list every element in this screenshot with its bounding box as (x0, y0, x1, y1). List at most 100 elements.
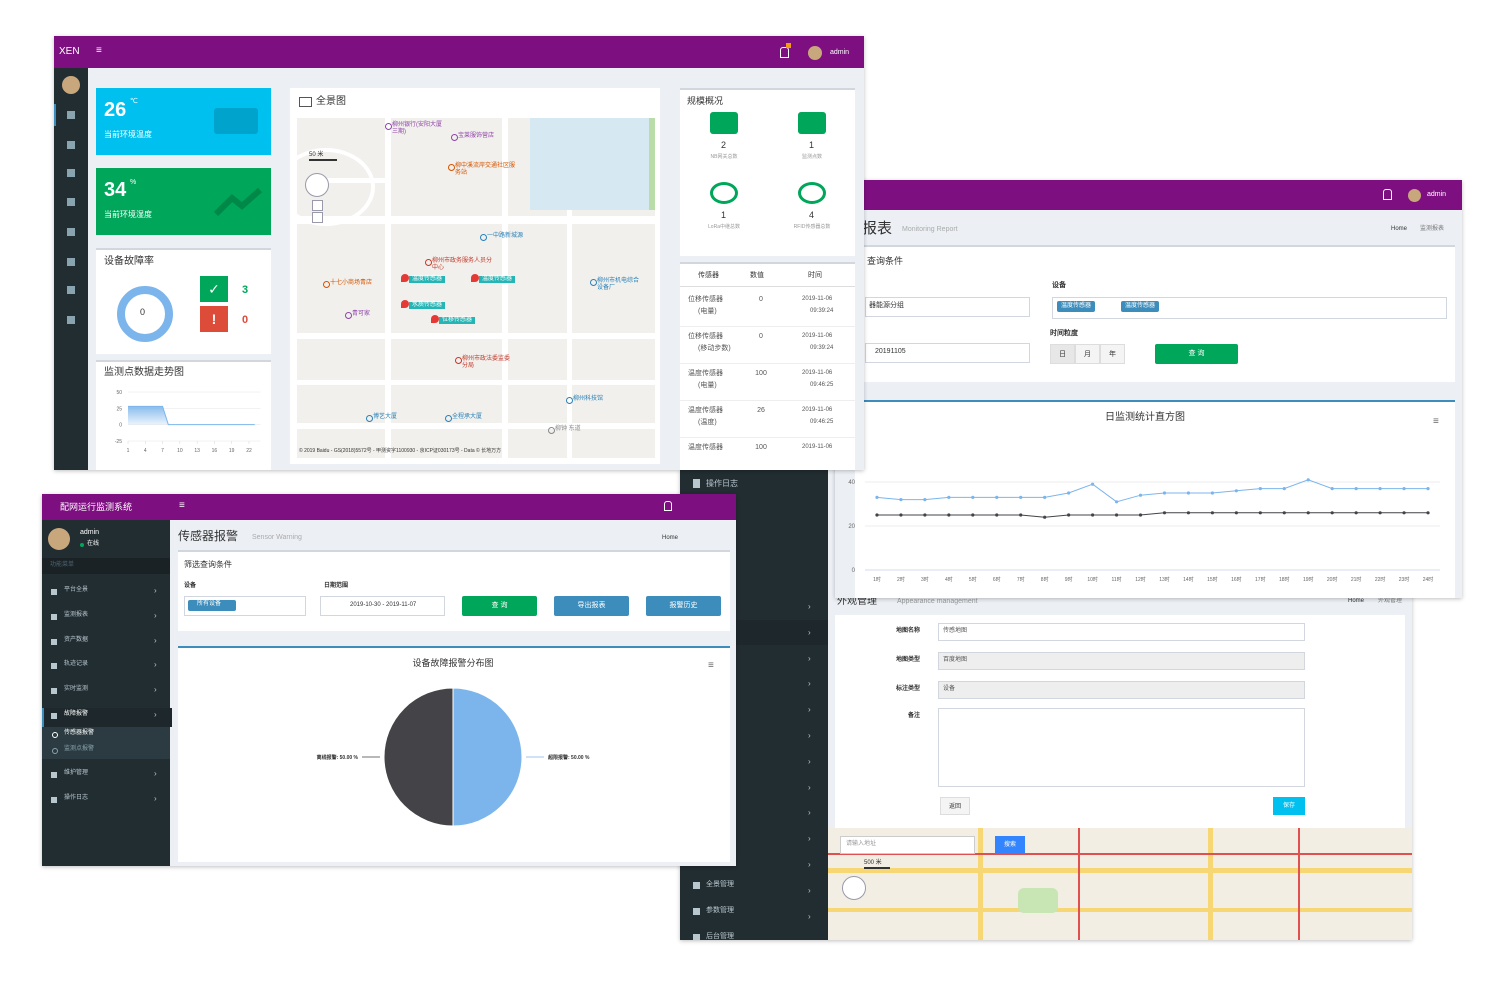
menu-item[interactable]: 全景管理 (706, 881, 734, 888)
sensor-pin[interactable] (431, 315, 439, 323)
granularity-button[interactable]: 日 (1050, 344, 1075, 364)
sidebar-icon[interactable] (67, 258, 75, 266)
point (1043, 495, 1047, 499)
nav-control[interactable] (305, 173, 329, 197)
menu-icon (51, 663, 57, 669)
map-scale: 500 米 (864, 860, 890, 870)
map[interactable]: 50 米 柳州银行(安阳大厦三期) 宝莱服饰营店 柳中溪流岸交通社区服务站 一中路新城源… (297, 118, 655, 458)
menu-item[interactable]: 参数管理 (706, 907, 734, 914)
zoom-out[interactable] (312, 212, 323, 223)
chart-menu[interactable]: ≡ (708, 660, 714, 671)
search-button[interactable]: 搜索 (995, 836, 1025, 854)
input[interactable] (938, 623, 1305, 641)
y-tick-label: 0 (852, 568, 856, 574)
monitor-icon (299, 97, 312, 107)
menu-toggle[interactable]: ≡ (96, 45, 102, 56)
date-input[interactable] (865, 343, 1030, 363)
point (1402, 511, 1406, 515)
brand: XEN (59, 46, 80, 57)
user-name[interactable]: admin (1427, 191, 1447, 198)
avatar[interactable] (1408, 189, 1421, 202)
sensor-pin[interactable] (401, 274, 409, 282)
menu-icon (693, 908, 700, 915)
cell-time: 09:39:24 (810, 308, 834, 314)
avatar[interactable] (808, 46, 822, 60)
sensor-pin[interactable] (471, 274, 479, 282)
breadcrumb-home[interactable]: Home (1348, 598, 1365, 604)
menu-toggle[interactable]: ≡ (179, 500, 185, 511)
input[interactable] (938, 652, 1305, 670)
nav-control[interactable] (842, 876, 866, 900)
sidebar-icon[interactable] (67, 111, 75, 119)
sidebar-icon[interactable] (67, 316, 75, 324)
query-button[interactable]: 查 询 (1155, 344, 1238, 364)
device-tag[interactable]: 温度传感器 (1057, 301, 1096, 313)
point (995, 513, 999, 517)
point (923, 513, 927, 517)
user-name: admin (80, 529, 100, 536)
place-dot (590, 279, 597, 286)
input[interactable] (938, 681, 1305, 699)
menu-arrow: › (808, 705, 811, 715)
textarea[interactable] (938, 708, 1305, 787)
sidebar-icon[interactable] (67, 141, 75, 149)
bell-icon[interactable] (1383, 189, 1392, 200)
search-box[interactable] (840, 836, 975, 854)
device-tag[interactable]: 所有设备 (197, 601, 222, 607)
breadcrumb-home[interactable]: Home (662, 535, 679, 541)
action-button[interactable]: 查 询 (462, 596, 537, 616)
user-status: 在线 (87, 541, 100, 547)
sidebar-icon[interactable] (67, 228, 75, 236)
bell-icon[interactable] (780, 47, 789, 58)
group-select[interactable] (865, 297, 1030, 317)
map-place: 十七小商场青店 (330, 280, 373, 286)
cell-value: 0 (759, 333, 763, 340)
road (828, 853, 1412, 855)
x-tick-label: 16时 (1231, 576, 1242, 583)
menu-item[interactable]: 资产数据 (64, 637, 89, 643)
granularity-button[interactable]: 月 (1075, 344, 1100, 364)
sensor-tag[interactable]: 温度传感器 (479, 276, 516, 284)
breadcrumb-home[interactable]: Home (1391, 226, 1408, 232)
menu-item[interactable]: 后台管理 (706, 933, 734, 940)
menu-item[interactable]: 维护管理 (64, 770, 89, 776)
sidebar-icon[interactable] (67, 198, 75, 206)
menu-item[interactable]: 操作日志 (64, 795, 89, 801)
granularity-button[interactable]: 年 (1100, 344, 1125, 364)
submenu-item[interactable]: 传感器报警 (64, 730, 95, 736)
save-button[interactable]: 保存 (1273, 797, 1305, 815)
sensor-pin[interactable] (401, 300, 409, 308)
row-rule (680, 363, 855, 364)
device-select[interactable]: 温度传感器 温度传感器 (1052, 297, 1447, 319)
menu-item[interactable]: 实时监测 (64, 686, 89, 692)
menu-item[interactable]: 监测报表 (64, 612, 89, 618)
menu-item[interactable]: 操作日志 (706, 479, 738, 488)
sidebar-icon[interactable] (67, 286, 75, 294)
sensor-tag[interactable]: 位移传感器 (439, 317, 476, 325)
action-button[interactable]: 报警历史 (646, 596, 721, 616)
menu-item[interactable]: 故障报警 (64, 711, 89, 717)
place-dot (451, 134, 458, 141)
active-menu (42, 708, 172, 727)
user-name[interactable]: admin (830, 49, 850, 56)
point (1162, 511, 1167, 515)
chart-menu[interactable]: ≡ (1433, 416, 1439, 427)
action-button[interactable]: 导出报表 (554, 596, 629, 616)
submenu-item[interactable]: 监测点报警 (64, 746, 95, 752)
menu-item[interactable]: 平台全景 (64, 587, 89, 593)
point (1330, 487, 1334, 491)
x-tick-label: 6时 (993, 576, 1001, 583)
menu-item[interactable]: 轨迹记录 (64, 661, 89, 667)
point (1234, 511, 1238, 515)
device-tag[interactable]: 温度传感器 (1121, 301, 1160, 313)
zoom-in[interactable] (312, 200, 323, 211)
road (297, 380, 655, 385)
back-button[interactable]: 返回 (940, 797, 970, 815)
header-rule (680, 286, 855, 287)
sidebar-icon[interactable] (67, 169, 75, 177)
bell-icon[interactable] (664, 501, 672, 511)
sensor-tag[interactable]: 温度传感器 (409, 276, 446, 284)
place-dot (366, 415, 373, 422)
date-input[interactable] (320, 596, 445, 616)
sensor-tag[interactable]: 水质传感器 (409, 302, 446, 310)
